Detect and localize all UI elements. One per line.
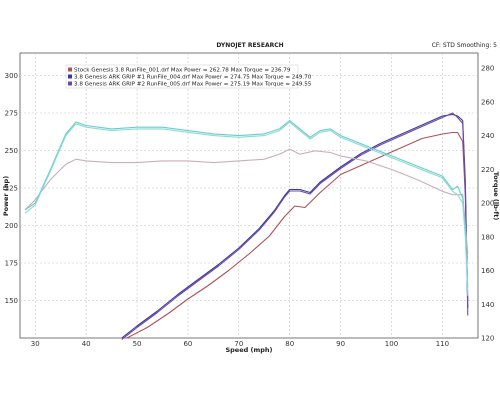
right-tick-label: 180: [481, 233, 494, 241]
x-tick-label: 110: [436, 340, 449, 348]
series-line-stock_torque: [24, 148, 469, 254]
plot-area: [19, 52, 479, 339]
right-tick-label: 240: [481, 132, 494, 140]
series-line-stock_power: [126, 131, 469, 339]
right-tick-label: 160: [481, 267, 494, 275]
legend-swatch-ark2: [68, 81, 72, 86]
legend-entry-ark1: 3.8 Genesis ARK GRIP #1 RunFile_004.drf …: [74, 75, 312, 81]
x-tick-label: 70: [234, 340, 243, 348]
right-tick-label: 120: [481, 335, 494, 343]
series-line-ark1_torque: [24, 119, 469, 288]
x-tick-labels: 30 40 50 60 70 80 90 100 110: [31, 340, 449, 348]
left-tick-label: 225: [5, 185, 18, 193]
y-axis-label-right: Torque (lb-ft): [492, 172, 500, 221]
x-axis-label: Speed (mph): [225, 346, 272, 354]
right-tick-label: 220: [481, 166, 494, 174]
x-tick-label: 50: [133, 340, 142, 348]
right-tick-label: 260: [481, 98, 494, 106]
legend-entry-ark2: 3.8 Genesis ARK GRIP #2 RunFile_005.drf …: [74, 82, 312, 88]
series-line-ark2_torque: [24, 121, 469, 296]
left-tick-label: 150: [5, 297, 18, 305]
right-tick-label: 140: [481, 301, 494, 309]
x-tick-label: 90: [336, 340, 345, 348]
series-line-ark1_power: [121, 113, 469, 339]
chart-title: DYNOJET RESEARCH: [216, 42, 283, 49]
x-tick-label: 40: [82, 340, 91, 348]
x-tick-label: 30: [31, 340, 40, 348]
left-tick-label: 200: [5, 222, 18, 230]
grid-vertical: [34, 53, 443, 338]
left-tick-label: 175: [5, 260, 18, 268]
series-layer: [24, 112, 469, 340]
right-tick-label: 200: [481, 200, 494, 208]
left-tick-label: 300: [5, 72, 18, 80]
left-tick-label: 250: [5, 147, 18, 155]
legend-box: [65, 64, 299, 89]
legend-swatch-ark1: [68, 74, 72, 79]
right-tick-label: 280: [481, 65, 494, 73]
right-tick-labels: 120 140 160 180 200 220 240 260 280: [481, 65, 494, 343]
left-tick-labels: 150 175 200 225 250 275 300: [5, 72, 18, 305]
x-tick-label: 100: [385, 340, 398, 348]
series-line-ark2_power: [121, 112, 469, 340]
left-tick-label: 275: [5, 110, 18, 118]
legend-entry-stock: Stock Genesis 3.8 RunFile_001.drf Max Po…: [74, 68, 291, 74]
y-axis-label-left: Power (hp): [2, 176, 10, 216]
x-tick-label: 60: [183, 340, 192, 348]
x-tick-label: 80: [285, 340, 294, 348]
legend: Stock Genesis 3.8 RunFile_001.drf Max Po…: [65, 64, 312, 89]
chart-header-right: CF: STD Smoothing: 5: [432, 42, 497, 49]
legend-swatch-stock: [68, 67, 72, 72]
